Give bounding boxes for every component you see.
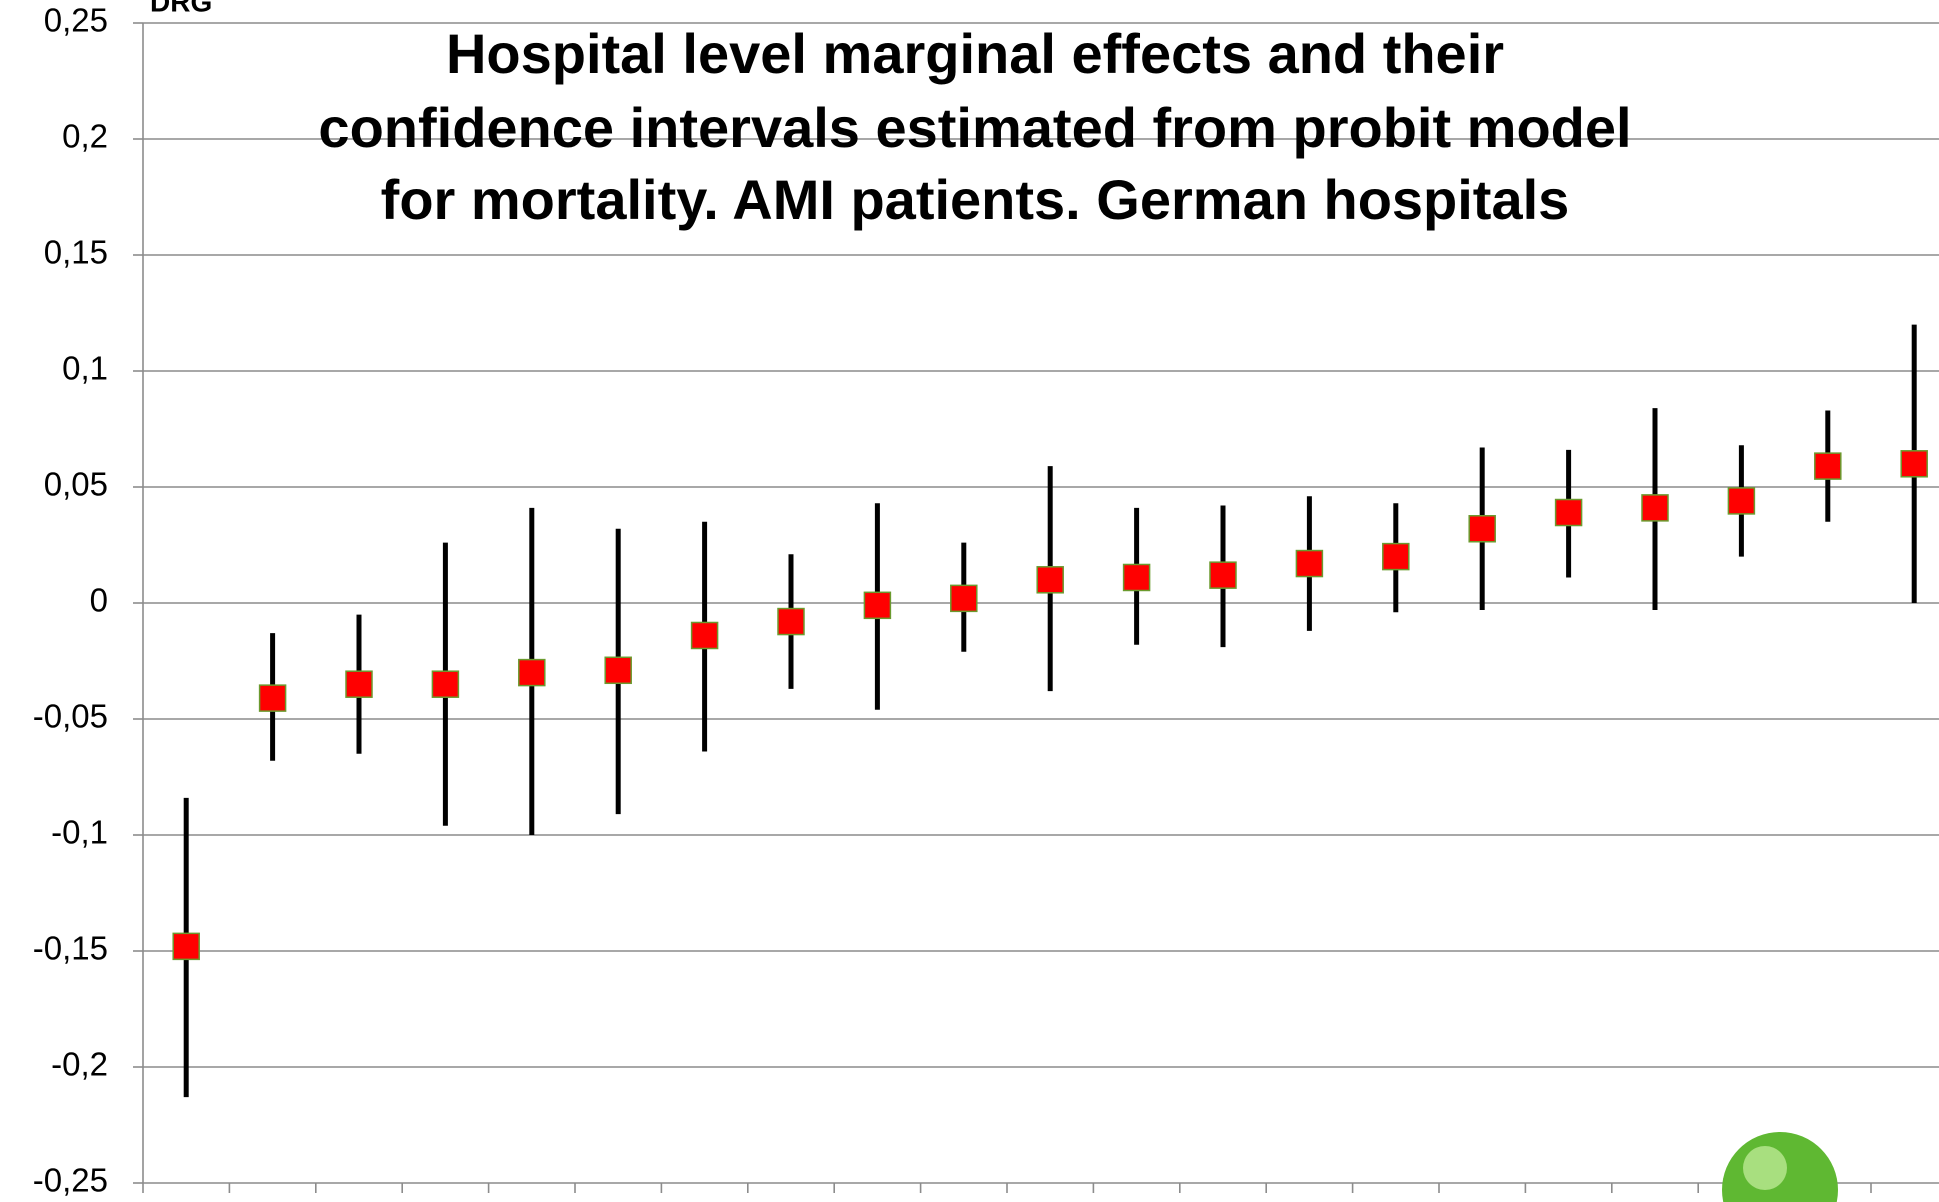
point-marker (1382, 542, 1410, 571)
chart-title: Hospital level marginal effects and thei… (446, 22, 1504, 85)
plot (172, 324, 1928, 1098)
point-marker (1900, 450, 1928, 478)
grid: -0,25 -0,2 -0,15 -0,1 -0,05 0 0,05 0,1 0,15 0,2 0,… (33, 2, 1939, 1199)
point-marker (604, 656, 632, 685)
y-tick-label: 0 (90, 582, 108, 619)
point-marker (1641, 494, 1669, 522)
y-tick-label: -0,15 (33, 930, 108, 967)
logo-text: DRG (150, 0, 212, 17)
point-marker (1122, 563, 1151, 592)
y-tick-label: -0,25 (33, 1162, 108, 1199)
y-tick-label: -0,1 (51, 814, 108, 851)
point-marker (863, 591, 892, 620)
point-marker (1295, 549, 1324, 578)
point-marker (172, 932, 200, 961)
chart-title: confidence intervals estimated from prob… (318, 96, 1631, 159)
point-marker (777, 607, 805, 636)
point-marker (1727, 487, 1756, 515)
point-marker (1468, 515, 1496, 543)
y-tick-label: 0,2 (62, 118, 108, 155)
y-tick-label: 0,1 (62, 350, 108, 387)
point-marker (1036, 566, 1064, 594)
y-tick-label: 0,15 (44, 234, 108, 271)
chart-title: for mortality. AMI patients. German hosp… (381, 168, 1570, 231)
point-marker (1209, 561, 1237, 589)
y-tick-label: -0,05 (33, 698, 108, 735)
title: Hospital level marginal effects and thei… (318, 22, 1631, 231)
point-marker (345, 670, 373, 698)
y-tick-label: 0,05 (44, 466, 108, 503)
logo-highlight (1743, 1146, 1787, 1190)
point-marker (518, 658, 546, 687)
point-marker (1554, 498, 1583, 527)
point-marker (1814, 452, 1842, 480)
y-tick-label: -0,2 (51, 1046, 108, 1083)
point-marker (258, 684, 287, 712)
point-marker (690, 621, 719, 650)
y-tick-label: 0,25 (44, 2, 108, 39)
point-marker (431, 670, 460, 698)
point-marker (950, 584, 978, 613)
